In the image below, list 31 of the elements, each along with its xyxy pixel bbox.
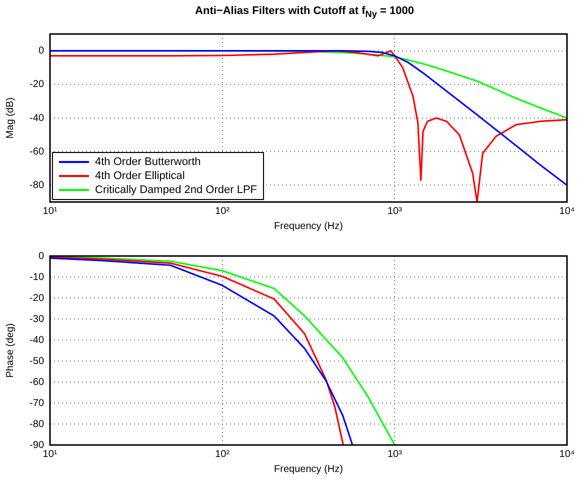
y-tick-label: -60 [30,146,44,158]
y-tick-label: 0 [38,250,44,262]
x-tick-label: 10³ [387,206,403,217]
y-tick-label: -80 [30,180,44,191]
y-tick-label: -40 [30,112,44,124]
y-axis-title: Phase (deg) [4,323,16,378]
y-tick-label: -20 [30,79,44,90]
y-tick-label: -20 [30,292,44,304]
y-tick-label: -90 [30,440,44,451]
y-tick-label: -30 [30,314,44,325]
x-tick-label: 10⁴ [559,206,575,217]
y-tick-label: -40 [30,334,44,346]
y-tick-label: -10 [30,272,44,283]
x-axis-title: Frequency (Hz) [274,464,343,475]
x-tick-label: 10² [215,206,230,217]
legend-label: 4th Order Elliptical [95,170,185,182]
y-tick-label: -60 [30,376,44,388]
x-tick-label: 10⁴ [559,448,575,460]
y-tick-label: -80 [30,418,44,430]
legend-label: 4th Order Butterworth [95,156,201,168]
y-axis-title: Mag (dB) [4,97,16,139]
y-tick-label: 0 [38,46,44,57]
chart-title: Anti−Alias Filters with Cutoff at f$_{Ny}$ = 1000 [194,4,415,22]
x-tick-label: 10¹ [42,206,58,217]
x-tick-label: 10¹ [42,448,58,460]
x-tick-label: 10³ [387,448,403,460]
x-axis-title: Frequency (Hz) [274,220,343,232]
legend-label: Critically Damped 2nd Order LPF [95,184,258,196]
y-tick-label: -70 [30,398,44,409]
y-tick-label: -50 [30,356,44,367]
x-tick-label: 10² [215,448,230,460]
